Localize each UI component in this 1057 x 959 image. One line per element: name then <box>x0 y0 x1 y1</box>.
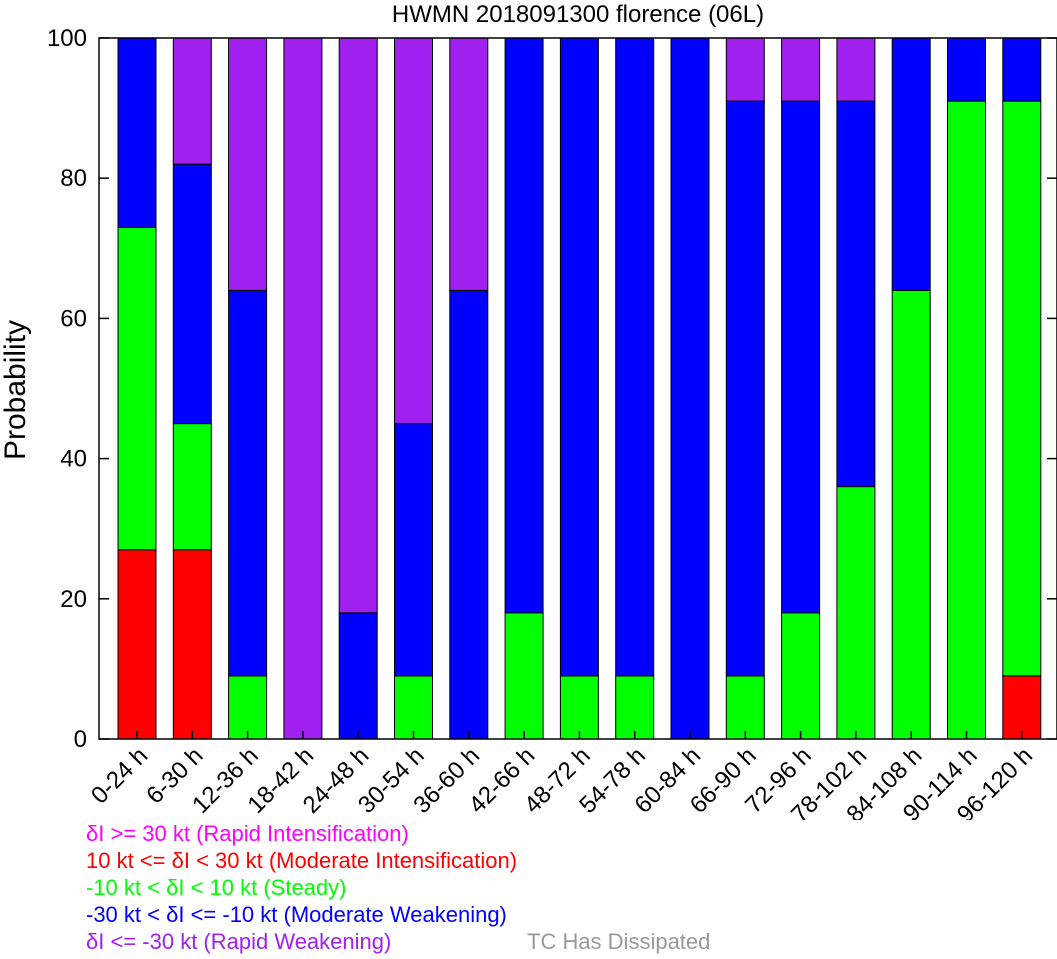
bar-segment-moderate-weakening <box>670 37 710 740</box>
bar-segment-moderate-weakening <box>504 37 544 614</box>
y-tick-label: 0 <box>74 726 87 753</box>
bar-segment-moderate-weakening <box>836 100 876 488</box>
plot-frame <box>98 37 1057 740</box>
bar-segment-moderate-weakening <box>228 289 268 677</box>
bar-segment-moderate-weakening <box>172 163 212 425</box>
legend-steady: -10 kt < δI < 10 kt (Steady) <box>86 875 347 900</box>
bar-segment-moderate-weakening <box>559 37 599 677</box>
bar-segment-moderate-intensification <box>1002 675 1042 740</box>
bar-segment-steady <box>836 486 876 740</box>
y-tick-label: 100 <box>47 25 87 52</box>
bar-segment-rapid-weakening <box>781 37 821 102</box>
bar-segment-steady <box>559 675 599 740</box>
bar-segment-moderate-weakening <box>725 100 765 677</box>
y-tick-label: 80 <box>60 165 87 192</box>
bar-segment-rapid-weakening <box>172 37 212 165</box>
bar-segment-moderate-weakening <box>781 100 821 614</box>
y-tick-label: 40 <box>60 446 87 473</box>
bar-segment-moderate-weakening <box>338 612 378 740</box>
bar-segment-rapid-weakening <box>725 37 765 102</box>
legend-moderate-intensification: 10 kt <= δI < 30 kt (Moderate Intensific… <box>86 848 518 873</box>
x-tick-label: 0-24 h <box>86 742 153 809</box>
bar-segment-steady <box>947 100 986 740</box>
bar-segment-rapid-weakening <box>338 37 378 614</box>
bar-segment-steady <box>117 226 157 551</box>
legend-rapid-intensification: δI >= 30 kt (Rapid Intensification) <box>86 821 409 846</box>
bar-segment-moderate-weakening <box>449 289 489 740</box>
chart-title: HWMN 2018091300 florence (06L) <box>392 1 764 28</box>
bar-segment-rapid-weakening <box>394 37 433 425</box>
bar-segment-moderate-weakening <box>891 37 931 291</box>
y-axis-label: Probability <box>0 320 32 460</box>
bar-segment-moderate-weakening <box>394 423 433 677</box>
y-tick-label: 20 <box>60 586 87 613</box>
bar-segment-steady <box>781 612 821 740</box>
legend-rapid-weakening: δI <= -30 kt (Rapid Weakening) <box>86 929 392 954</box>
bar-segment-rapid-weakening <box>836 37 876 102</box>
bar-segment-rapid-weakening <box>283 37 323 740</box>
bar-segment-moderate-intensification <box>117 549 157 740</box>
bar-segment-steady <box>891 289 931 740</box>
y-tick-label: 60 <box>60 305 87 332</box>
bar-segment-moderate-weakening <box>615 37 655 677</box>
probability-stacked-bar-chart: HWMN 2018091300 florence (06L) Probabili… <box>0 1 1057 820</box>
bar-segment-steady <box>725 675 765 740</box>
bar-segment-moderate-intensification <box>172 549 212 740</box>
bar-segment-steady <box>172 423 212 551</box>
bar-segment-steady <box>504 612 544 740</box>
bars-group <box>117 37 1042 740</box>
bar-segment-moderate-weakening <box>117 37 157 228</box>
bar-segment-steady <box>228 675 268 740</box>
bar-segment-steady <box>615 675 655 740</box>
legend-dissipated: TC Has Dissipated <box>527 929 711 954</box>
bar-segment-moderate-weakening <box>1002 37 1042 102</box>
bar-segment-steady <box>394 675 433 740</box>
legend-moderate-weakening: -30 kt < δI <= -10 kt (Moderate Weakenin… <box>86 902 507 927</box>
bar-segment-steady <box>1002 100 1042 677</box>
bar-segment-rapid-weakening <box>228 37 268 291</box>
bar-segment-moderate-weakening <box>947 37 986 102</box>
x-axis-ticks: 0-24 h6-30 h12-36 h18-42 h24-48 h30-54 h… <box>86 731 1038 820</box>
y-axis-ticks: 0 20 40 60 80 100 <box>47 25 1057 753</box>
bar-segment-rapid-weakening <box>449 37 489 291</box>
